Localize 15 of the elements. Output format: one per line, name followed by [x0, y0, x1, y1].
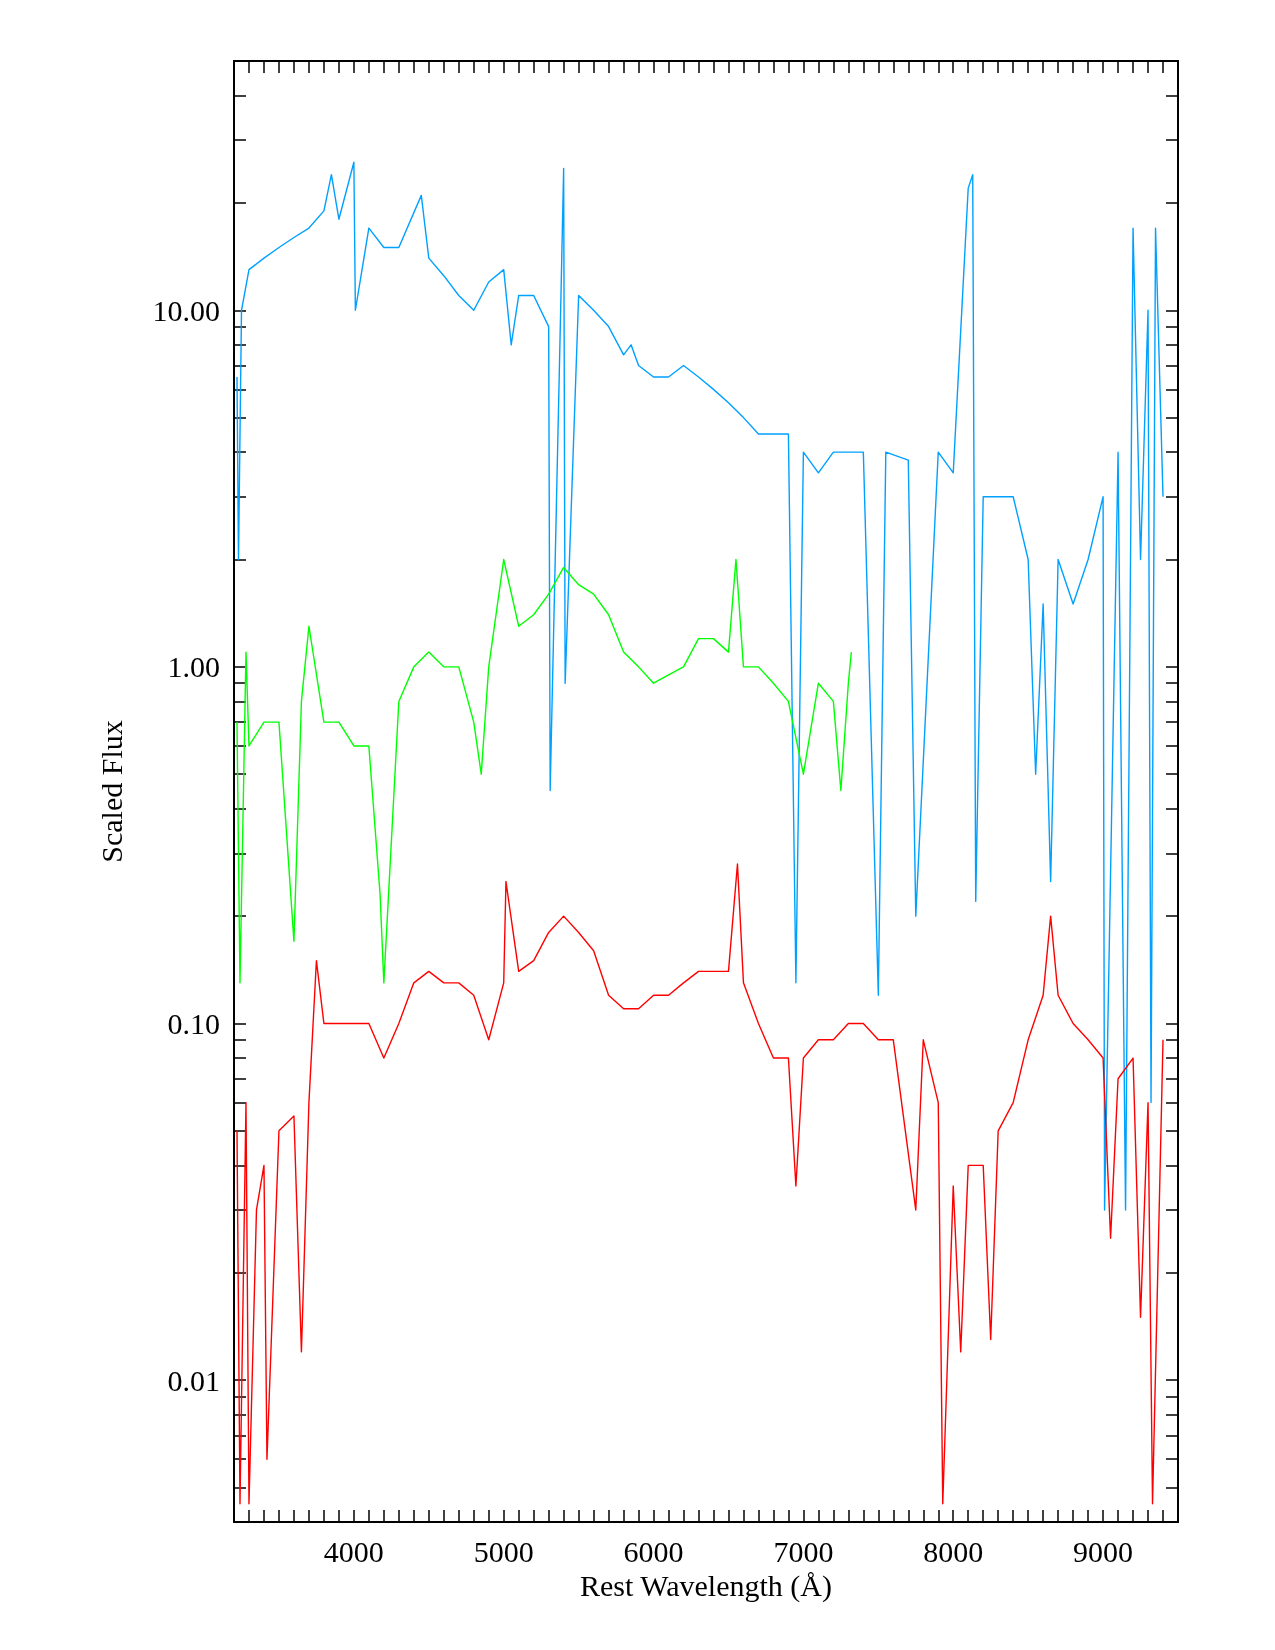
- y-tick-label: 10.00: [152, 293, 220, 327]
- x-tick-label: 5000: [473, 1534, 534, 1568]
- x-tick-label: 9000: [1073, 1534, 1134, 1568]
- y-tick-label: 1.00: [167, 650, 220, 684]
- x-tick-label: 8000: [923, 1534, 984, 1568]
- x-tick-label: 4000: [323, 1534, 384, 1568]
- y-tick-label: 0.01: [167, 1363, 220, 1397]
- line-series: [236, 863, 1164, 1505]
- line-series: [236, 161, 1164, 1211]
- x-tick-label: 7000: [773, 1534, 834, 1568]
- x-axis-title: Rest Wavelength (Å): [580, 1569, 832, 1604]
- line-series: [236, 558, 853, 984]
- y-tick-label: 0.10: [167, 1006, 220, 1040]
- y-axis-title: Scaled Flux: [94, 720, 128, 863]
- x-tick-label: 6000: [623, 1534, 684, 1568]
